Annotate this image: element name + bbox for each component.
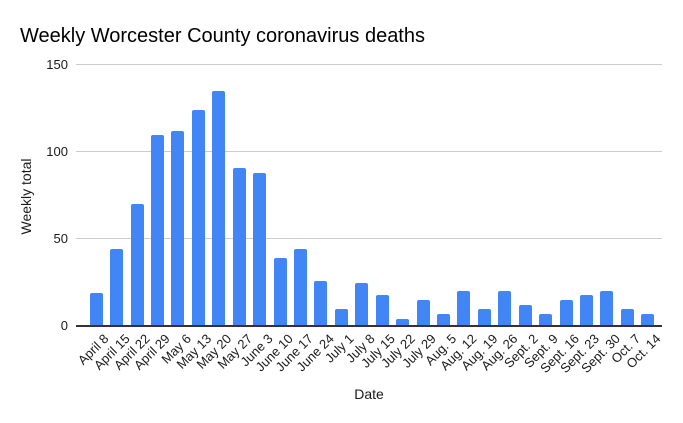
y-tick-label: 100 bbox=[46, 144, 68, 159]
bar bbox=[355, 282, 369, 326]
bar bbox=[191, 110, 205, 326]
bar bbox=[641, 313, 655, 326]
bar bbox=[620, 308, 634, 326]
gridline bbox=[76, 238, 662, 239]
bar bbox=[498, 291, 512, 326]
bar bbox=[151, 134, 164, 326]
plot-area bbox=[76, 64, 662, 327]
bar bbox=[396, 319, 410, 326]
chart-title: Weekly Worcester County coronavirus deat… bbox=[20, 25, 425, 47]
bar bbox=[518, 305, 532, 326]
y-axis-title: Weekly total bbox=[18, 158, 34, 235]
bar bbox=[89, 292, 103, 326]
bar bbox=[294, 249, 307, 326]
bar bbox=[416, 299, 430, 326]
bar bbox=[171, 131, 185, 326]
bar bbox=[110, 249, 124, 326]
bar bbox=[314, 280, 328, 326]
bar bbox=[559, 299, 573, 326]
bar bbox=[212, 91, 226, 326]
bar bbox=[273, 258, 287, 326]
bar bbox=[334, 308, 348, 326]
y-tick-label: 0 bbox=[60, 318, 68, 333]
bar bbox=[580, 294, 593, 326]
bar bbox=[253, 172, 267, 326]
bar bbox=[375, 294, 389, 326]
gridline bbox=[76, 151, 662, 152]
x-axis-line bbox=[76, 325, 662, 327]
bar bbox=[539, 313, 553, 326]
bar bbox=[232, 167, 246, 326]
bar bbox=[600, 291, 614, 326]
bar bbox=[457, 291, 471, 326]
gridline bbox=[76, 64, 662, 65]
bar bbox=[130, 204, 144, 326]
y-tick-label: 50 bbox=[53, 231, 68, 246]
bar bbox=[437, 313, 450, 326]
y-tick-label: 150 bbox=[46, 57, 68, 72]
bar bbox=[477, 308, 491, 326]
x-axis-title: Date bbox=[354, 386, 384, 402]
